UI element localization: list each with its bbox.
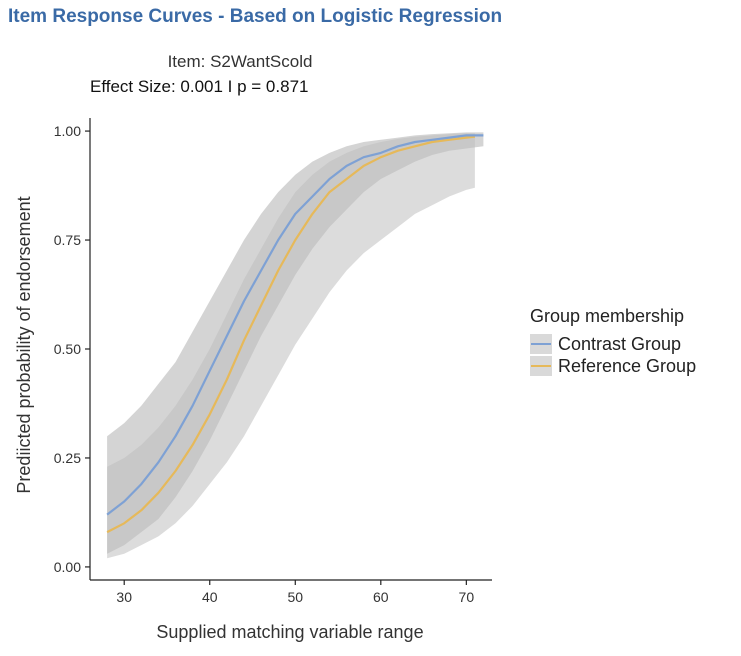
page-heading: Item Response Curves - Based on Logistic… xyxy=(8,6,503,27)
legend: Group membership Contrast Group Referenc… xyxy=(530,306,696,377)
curve-lines xyxy=(106,134,484,534)
x-axis-label: Supplied matching variable range xyxy=(156,622,423,642)
legend-label-reference: Reference Group xyxy=(558,355,697,376)
y-tick-label: 0.00 xyxy=(54,559,81,575)
legend-item-reference: Reference Group xyxy=(530,355,696,377)
x-tick-label: 30 xyxy=(116,589,132,605)
legend-title: Group membership xyxy=(530,306,685,326)
y-ticks: 0.00 0.25 0.50 0.75 1.00 xyxy=(54,123,90,575)
y-tick-label: 0.75 xyxy=(54,232,81,248)
y-tick-label: 0.25 xyxy=(54,450,81,466)
chart-title-item: Item: S2WantScold xyxy=(167,52,313,71)
series-line-reference xyxy=(106,135,476,534)
ci-band-contrast xyxy=(107,132,484,554)
x-ticks: 30 40 50 60 70 xyxy=(116,580,474,605)
y-tick-label: 0.50 xyxy=(54,341,81,357)
legend-key-contrast xyxy=(530,334,552,354)
x-tick-label: 60 xyxy=(373,589,389,605)
y-axis-label: Prediicted probability of endorsement xyxy=(14,196,34,493)
x-tick-label: 40 xyxy=(202,589,218,605)
confidence-bands xyxy=(107,132,484,559)
y-tick-label: 1.00 xyxy=(54,123,81,139)
legend-item-contrast: Contrast Group xyxy=(530,333,696,355)
series-line-contrast xyxy=(106,134,484,516)
legend-label-contrast: Contrast Group xyxy=(558,333,682,354)
chart-title-effect-size: Effect Size: 0.001 I p = 0.871 xyxy=(90,77,309,96)
x-tick-label: 70 xyxy=(459,589,475,605)
x-tick-label: 50 xyxy=(287,589,303,605)
legend-key-reference xyxy=(530,356,552,376)
